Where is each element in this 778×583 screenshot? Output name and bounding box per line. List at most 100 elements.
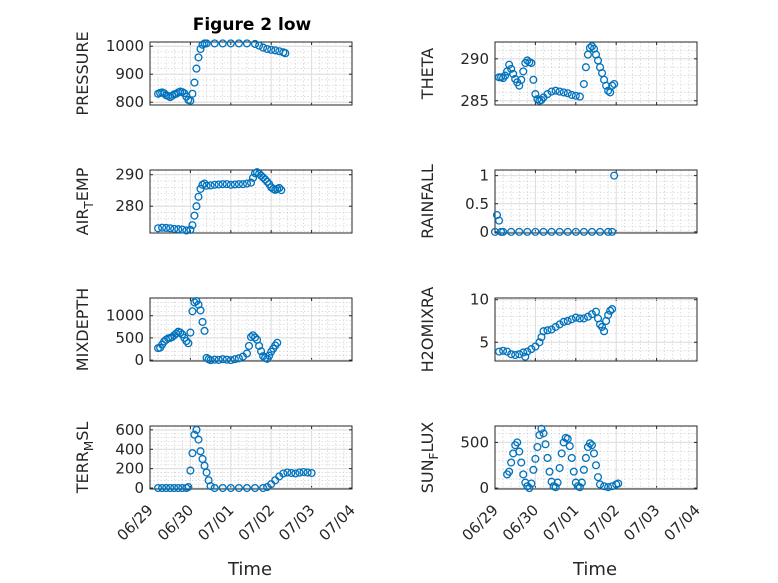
y-axis-label-tail: EMP [73,167,92,201]
data-point [490,227,500,236]
data-point [230,180,239,189]
data-point [541,440,550,449]
y-tick-label: 290 [460,50,489,68]
data-point [196,447,205,456]
data-point [186,225,195,234]
data-point [188,307,197,316]
data-point [575,314,584,323]
data-point [186,328,195,337]
y-tick-label: 0 [134,351,144,369]
data-point [579,227,588,236]
y-tick-label: 0.5 [465,195,489,213]
data-point [563,434,572,443]
x-tick-label: 07/01 [539,501,582,544]
data-point [527,479,536,488]
subplot-pressure: 800 900 1000 PRESSURE [73,31,353,116]
x-tick-label: 07/03 [275,501,318,544]
data-point [509,69,518,78]
data-point [283,468,292,477]
data-point [539,429,548,438]
data-point [579,465,588,474]
y-tick-label: 500 [460,433,489,451]
data-point [250,333,260,342]
data-point [547,227,556,236]
data-point [257,347,266,356]
data-point [505,60,514,69]
y-tick-label: 1000 [106,307,144,325]
data-point [198,40,207,49]
data-point [210,355,219,364]
data-point [587,441,597,450]
plot-border [494,41,698,106]
data-point [259,173,268,182]
data-point [188,89,197,98]
data-point [186,96,195,105]
data-point [529,75,538,84]
x-axis-label-left: Time [227,559,272,580]
data-point [206,482,215,491]
data-point [162,483,171,493]
data-point [259,352,268,361]
data-point [507,350,516,359]
data-point [614,479,623,488]
data-point [579,314,588,323]
data-point [172,329,181,338]
x-tick-label: 07/04 [661,501,704,544]
data-point [261,175,270,184]
data-point [519,67,528,76]
data-point [604,227,613,236]
data-point [265,351,274,360]
data-point [178,225,187,234]
data-point [555,463,564,473]
data-point [604,310,613,320]
plot-border [149,297,353,362]
data-point [202,181,211,190]
data-point [531,90,540,99]
subplot-mixdepth: 0 500 1000 MIXDEPTH [73,288,353,371]
data-point [287,468,296,478]
data-point [210,39,219,48]
data-point [192,64,201,73]
data-point [529,465,538,474]
data-point [555,320,564,329]
data-point [527,345,536,354]
data-point [198,317,207,327]
y-axis-label: TERRMSL [73,422,96,495]
data-point [200,326,209,335]
data-point [595,227,605,236]
plot-border [149,41,353,106]
data-point [230,355,239,364]
data-point [281,49,290,58]
data-point [202,468,211,477]
data-point [587,310,597,319]
data-point [222,355,231,364]
data-point [234,39,243,48]
subplot-air: 280 290 AIRTEMP [73,166,353,236]
data-point [259,43,268,52]
plot-border [149,425,353,490]
y-axis-label-main: H2OMIXRA [418,287,437,373]
data-point [206,356,215,365]
data-point [567,453,576,463]
y-axis-label-main: AIR [73,209,92,236]
data-point [226,356,235,365]
data-point [501,71,510,80]
y-axis-label-main: THETA [418,48,437,100]
data-point [610,171,619,180]
data-point [234,180,243,189]
data-point [539,227,548,236]
data-point [525,484,534,493]
data-point [600,327,609,336]
data-point [248,331,258,340]
data-point [299,467,308,477]
data-point [259,483,268,493]
data-point [218,39,227,48]
y-tick-label: 280 [115,197,144,215]
data-point [557,449,566,458]
x-tick-label: 07/02 [235,501,278,544]
data-point [154,224,163,233]
y-axis-label: SUNFLUX [418,422,441,494]
data-point [234,354,243,363]
data-point [593,473,603,482]
